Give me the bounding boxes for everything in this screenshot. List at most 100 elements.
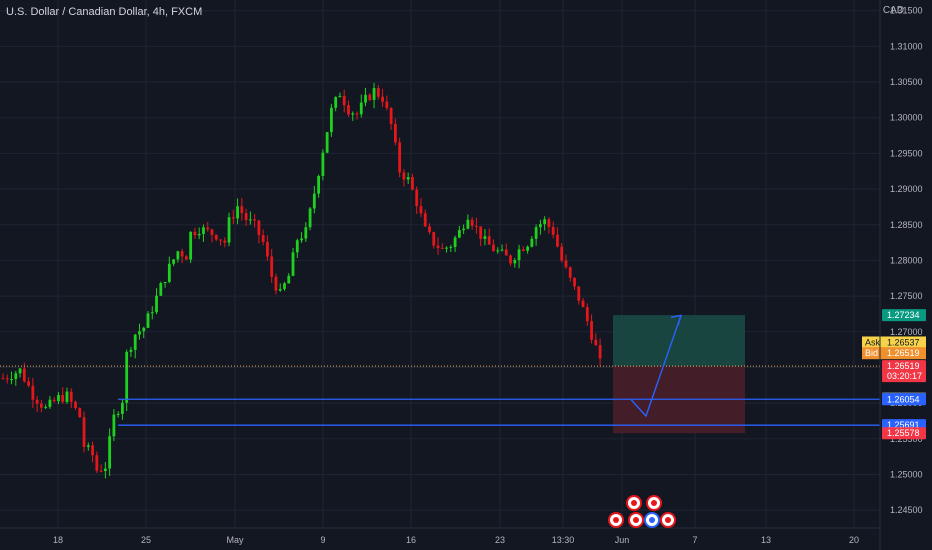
time-tick-label: 13: [761, 535, 771, 545]
candle-body: [31, 385, 35, 400]
time-axis[interactable]: 18 25 May 9 16 23 13:30 Jun 7 13 20: [0, 0, 881, 550]
candle-body: [423, 213, 427, 227]
candle-body: [415, 189, 419, 207]
candle-body: [547, 219, 551, 227]
price-tick-label: 1.27000: [890, 327, 923, 337]
candle-body: [432, 232, 436, 246]
candle-body: [274, 276, 278, 291]
candle-body: [402, 172, 406, 180]
candle-body: [496, 250, 500, 252]
candle-body: [585, 307, 589, 322]
candle-body: [142, 327, 146, 332]
candle-body: [551, 226, 555, 235]
candle-body: [108, 436, 112, 469]
candle-body: [376, 88, 380, 97]
candle-body: [526, 246, 529, 251]
flag-dot-icon: [651, 500, 657, 506]
candle-body: [82, 417, 86, 447]
arrow-head: [670, 314, 683, 326]
time-tick-label: May: [226, 535, 244, 545]
candle-body: [39, 403, 43, 408]
candle-body: [150, 312, 154, 314]
candle-body: [172, 259, 175, 264]
candle-body: [372, 88, 376, 100]
candle-body: [308, 208, 312, 228]
candle-body: [129, 349, 133, 352]
time-tick-label: 9: [320, 535, 325, 545]
candle-body: [509, 255, 512, 264]
time-tick-label: 18: [53, 535, 63, 545]
candle-body: [159, 283, 163, 296]
candle-body: [381, 96, 384, 102]
candles: [1, 83, 602, 479]
candle-body: [517, 249, 521, 261]
flag-dot-icon: [613, 517, 619, 523]
candle-body: [530, 238, 534, 247]
candle-body: [184, 256, 188, 260]
candle-body: [534, 227, 538, 239]
level-tag: 1.25691: [887, 420, 920, 430]
candle-body: [69, 391, 73, 402]
price-axis[interactable]: 1.245001.250001.255001.260001.265001.270…: [862, 6, 926, 515]
level-tag-bg: [882, 393, 926, 406]
projection-arrow: [630, 315, 682, 418]
candle-body: [411, 177, 414, 190]
candle-body: [560, 246, 564, 261]
candle-body: [231, 217, 235, 219]
candle-body: [338, 95, 342, 98]
candle-body: [445, 247, 448, 249]
candle-body: [138, 331, 141, 335]
candle-body: [244, 213, 248, 221]
level-lines: [0, 314, 880, 426]
candle-body: [312, 193, 316, 209]
candle-body: [176, 251, 180, 260]
candle-body: [78, 408, 82, 418]
candle-body: [74, 401, 77, 409]
candle-body: [35, 399, 39, 404]
candle-body: [206, 227, 210, 230]
price-tick-label: 1.31500: [890, 6, 923, 16]
candle-body: [449, 246, 453, 248]
candle-body: [466, 219, 470, 229]
candle-body: [504, 249, 508, 256]
candle-body: [103, 468, 107, 472]
candle-body: [27, 381, 30, 386]
candle-body: [44, 406, 48, 408]
ask-value: 1.26537: [887, 337, 920, 347]
candle-body: [428, 226, 431, 233]
candle-body: [95, 455, 99, 471]
price-tag: 1.26519: [887, 361, 920, 371]
candle-body: [18, 368, 22, 374]
candle-body: [248, 219, 252, 221]
candle-body: [86, 445, 90, 447]
economic-events[interactable]: [608, 495, 676, 528]
candle-body: [440, 247, 444, 249]
candle-body: [368, 94, 372, 100]
candle-body: [266, 241, 269, 257]
candle-body: [189, 231, 193, 260]
candle-body: [436, 245, 440, 248]
candle-body: [197, 233, 201, 236]
bid-value: 1.26519: [887, 348, 920, 358]
candle-body: [14, 373, 18, 380]
candle-body: [257, 220, 261, 236]
level-tag: 1.26054: [887, 394, 920, 404]
candle-body: [146, 313, 150, 328]
candle-body: [163, 281, 167, 284]
flag-dot-icon: [649, 517, 655, 523]
candle-body: [359, 102, 363, 115]
candle-body: [564, 260, 568, 268]
candle-body: [287, 275, 291, 284]
candle-body: [581, 300, 585, 308]
candle-body: [283, 283, 286, 290]
candle-body: [598, 345, 602, 359]
candle-body: [99, 470, 103, 472]
candle-body: [419, 206, 423, 214]
flag-dot-icon: [631, 500, 637, 506]
candle-body: [167, 263, 171, 282]
candle-body: [389, 107, 393, 124]
price-tag-countdown: 03:20:17: [887, 371, 922, 381]
price-tick-label: 1.24500: [890, 505, 923, 515]
candle-body: [10, 379, 13, 381]
